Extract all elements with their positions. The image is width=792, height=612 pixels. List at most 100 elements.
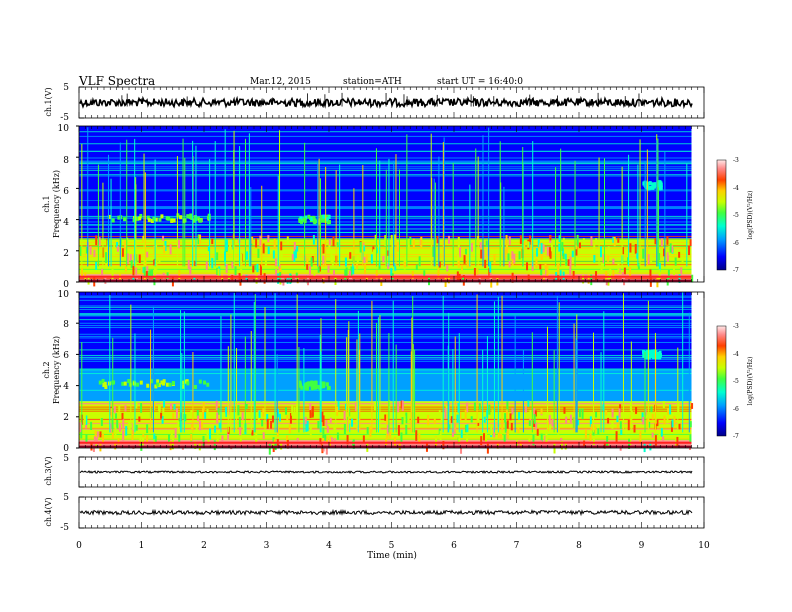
spectrum-speckle [519,441,522,449]
spectrum-speckle [267,246,270,255]
spectrum-speckle [216,412,219,424]
sferic-stripe [87,127,89,267]
emission-patch [165,382,169,387]
spectrum-speckle [501,240,504,249]
sferic-stripe [388,333,390,433]
spectrum-line [79,275,692,278]
spectrum-speckle [518,251,521,260]
sferic-stripe [150,329,152,433]
spectrum-speckle [447,235,450,244]
spectrum-speckle [517,427,520,434]
spectrum-speckle [128,421,131,432]
spectrum-speckle [101,433,104,443]
spectrum-speckle [153,239,156,246]
x-axis-tick-label: 7 [514,541,520,551]
spectrum-line [79,424,692,426]
sferic-stripe [469,184,471,267]
x-axis-tick-label: 9 [639,541,645,551]
spectrum-speckle [639,431,642,443]
spectrum-speckle [557,275,560,282]
spectrum-speckle [466,424,469,433]
colorbar-tick-label: -6 [733,406,739,413]
spectrum-speckle [365,254,368,264]
sferic-stripe [406,134,408,267]
colorbar-tick-label: -5 [733,212,739,219]
spectrum-speckle [352,440,355,449]
spectrum-speckle [550,241,553,252]
spectrum-speckle [483,416,486,423]
emission-patch [98,380,102,385]
spectrum-line [79,319,692,321]
emission-patch [104,384,108,389]
spectrum-speckle [153,402,156,410]
spectrum-speckle [540,242,543,254]
emission-patch [107,214,111,219]
spectrum-speckle [346,435,349,445]
emission-patch [648,181,652,186]
spectrum-speckle [511,407,514,415]
spectrum-speckle [190,410,193,416]
spectrum-speckle [593,245,596,253]
ch1-spectrogram-ylabel: ch.1 [42,195,51,212]
emission-patch [135,216,139,221]
figure-title: VLF Spectra [78,74,155,88]
spectrum-line [79,406,692,408]
spectrum-speckle [280,241,283,251]
spectrum-speckle [291,254,294,261]
spectrum-speckle [561,248,564,257]
spectrum-speckle [351,418,354,427]
spectrum-speckle [671,419,674,428]
spectrum-line [79,143,692,145]
spectrum-speckle [626,257,629,265]
spectrum-speckle [575,247,578,256]
sferic-stripe [499,141,501,267]
sferic-stripe [452,349,454,433]
spectrum-speckle [464,409,467,421]
sferic-stripe [233,292,235,433]
spectrum-speckle [535,258,538,269]
spectrum-speckle [132,265,135,276]
spectrum-speckle [263,273,266,284]
spectrum-speckle [479,242,482,249]
spectrum-speckle [533,414,536,424]
spectrum-speckle [170,429,173,439]
spectrum-speckle [169,403,172,410]
spectrum-speckle [376,247,379,254]
spectrum-speckle [545,268,548,280]
spectrum-speckle [356,418,359,426]
spectrum-speckle [529,409,532,420]
sferic-stripe [664,151,666,267]
spectrum-line [79,174,692,176]
spectrum-speckle [509,413,512,421]
spectrum-speckle [400,400,403,409]
voltage-trace [79,470,693,474]
spectrum-line [79,373,692,375]
spectrum-speckle [294,249,297,259]
spectrum-speckle [671,245,674,253]
emission-patch [146,383,150,388]
spectrum-speckle [544,435,547,444]
emission-patch [300,385,304,390]
sferic-stripe [110,178,112,267]
sferic-stripe [119,142,121,267]
spectrum-speckle [135,424,138,431]
emission-patch [102,383,106,388]
spectrum-speckle [272,250,275,259]
spectrum-speckle [93,249,96,257]
spectrum-line [79,268,692,270]
x-axis-label: Time (min) [367,550,417,561]
spectrum-speckle [89,246,92,255]
emission-patch [658,353,662,358]
x-axis-tick-labels: 0 1 2 3 4 5 6 7 8 9 10 [76,541,710,551]
spectrum-speckle [328,245,331,252]
spectrum-speckle [79,246,82,256]
spectrum-speckle [175,408,178,419]
emission-patch [305,382,309,387]
spectrum-speckle [457,260,460,268]
spectrum-speckle [390,234,393,243]
spectrum-speckle [654,238,657,245]
colorbar-tick-label: -4 [733,185,739,192]
spectrum-speckle [122,430,125,441]
spectrum-speckle [536,428,539,436]
